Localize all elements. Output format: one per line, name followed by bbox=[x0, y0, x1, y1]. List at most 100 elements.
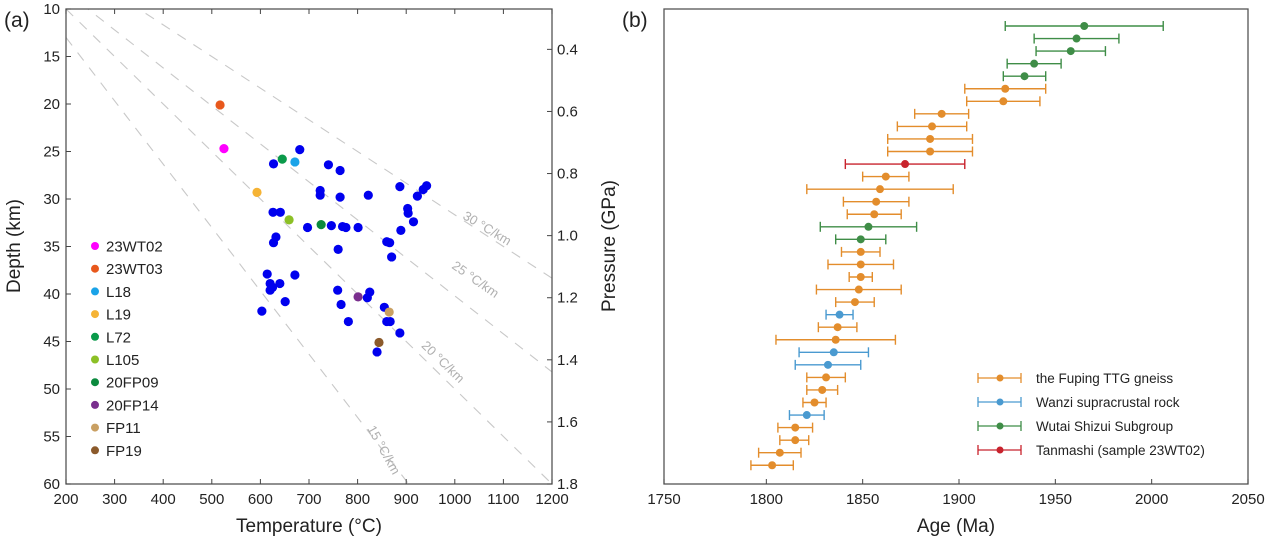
y2-tick-label: 1.2 bbox=[557, 290, 578, 307]
age-point bbox=[856, 273, 865, 281]
y2-tick-label: 0.6 bbox=[557, 103, 578, 120]
errorbar-row bbox=[1002, 71, 1047, 82]
errorbar-row bbox=[802, 397, 827, 408]
legend-label: FP11 bbox=[106, 420, 141, 437]
geotherm-labels: 15 °C/km 20 °C/km 25 °C/km 30 °C/km bbox=[364, 208, 514, 477]
errorbar-row bbox=[966, 96, 1041, 107]
legend-label: 23WT03 bbox=[106, 261, 163, 278]
x-tick-label: 1100 bbox=[487, 491, 519, 508]
age-point bbox=[822, 373, 831, 382]
data-point-other-samples bbox=[268, 238, 279, 248]
x-tick-label: 900 bbox=[394, 491, 419, 508]
y2-tick-label: 1.8 bbox=[557, 476, 578, 493]
y2-tick-label: 0.8 bbox=[557, 166, 578, 183]
data-point-other-samples bbox=[257, 306, 267, 316]
data-point-l105 bbox=[284, 215, 294, 225]
y2-tick-label: 1.6 bbox=[557, 414, 578, 431]
errorbar-row bbox=[861, 171, 910, 182]
age-point bbox=[791, 436, 800, 445]
data-point-other-samples bbox=[395, 328, 405, 338]
errorbar-row bbox=[834, 297, 875, 308]
age-point bbox=[856, 247, 865, 256]
x-tick-label: 1000 bbox=[438, 491, 471, 508]
data-point-other-samples bbox=[395, 182, 405, 192]
y2-tick-label: 1.4 bbox=[557, 352, 578, 369]
data-point-other-samples bbox=[275, 278, 285, 289]
x-tick-label: 1900 bbox=[942, 491, 975, 508]
errorbar-row bbox=[848, 272, 873, 282]
legend-b: the Fuping TTG gneiss Wanzi supracrustal … bbox=[977, 371, 1205, 458]
errorbar-row bbox=[794, 359, 862, 370]
age-point bbox=[831, 335, 840, 344]
data-point-other-samples bbox=[265, 285, 275, 295]
plot-frame-b bbox=[663, 8, 1249, 485]
x-tick-label: 2000 bbox=[1135, 491, 1168, 508]
legend-label: Wanzi supracrustal rock bbox=[1036, 395, 1180, 410]
x-tick-label: 500 bbox=[199, 491, 224, 508]
data-point-other-samples bbox=[353, 222, 363, 233]
x-axis-ticks-b: 1750 1800 1850 1900 1950 2000 2050 bbox=[647, 479, 1265, 508]
age-point bbox=[810, 398, 819, 407]
x-tick-label: 2050 bbox=[1231, 491, 1264, 508]
geotherm-line-25 bbox=[86, 9, 552, 373]
age-point bbox=[856, 235, 865, 244]
x-tick-label: 700 bbox=[296, 491, 321, 508]
errorbar-row bbox=[840, 246, 881, 257]
age-point bbox=[791, 423, 800, 432]
age-point bbox=[1066, 47, 1075, 56]
errorbar-row bbox=[806, 184, 954, 195]
data-point-other-samples bbox=[362, 293, 372, 303]
age-point bbox=[775, 448, 784, 457]
age-point bbox=[833, 323, 842, 332]
x-axis-ticks-a: 200 300 400 500 600 700 800 900 1000 1100 1200 bbox=[53, 9, 569, 508]
data-point-other-samples bbox=[336, 299, 346, 310]
errorbar-row bbox=[806, 372, 847, 383]
data-point-20fp09 bbox=[316, 220, 326, 230]
legend-label: Tanmashi (sample 23WT02) bbox=[1036, 443, 1205, 458]
x-tick-label: 200 bbox=[53, 491, 78, 508]
data-point-other-samples bbox=[262, 269, 272, 279]
data-point-other-samples bbox=[268, 207, 278, 217]
y-tick-label: 35 bbox=[43, 239, 60, 256]
errorbar-row bbox=[834, 234, 887, 245]
data-point-other-samples bbox=[363, 190, 373, 200]
x-tick-label: 300 bbox=[102, 491, 127, 508]
age-point bbox=[856, 260, 865, 269]
errorbar-row bbox=[819, 221, 918, 232]
age-point bbox=[1080, 22, 1089, 30]
errorbar-row bbox=[825, 309, 854, 320]
data-point-other-samples bbox=[385, 238, 395, 248]
data-point-other-samples bbox=[315, 190, 325, 200]
age-point bbox=[926, 147, 935, 156]
geotherm-lines bbox=[66, 9, 552, 484]
data-point-l72 bbox=[277, 154, 287, 164]
age-point bbox=[818, 385, 827, 394]
data-point-other-samples bbox=[290, 270, 300, 280]
data-point-23wt03 bbox=[215, 100, 225, 110]
age-point bbox=[876, 185, 885, 194]
errorbar-row bbox=[842, 196, 910, 207]
errorbar-row bbox=[779, 435, 810, 446]
data-point-other-samples bbox=[341, 222, 351, 233]
data-point-20fp14 bbox=[353, 292, 363, 302]
data-point-other-samples bbox=[372, 347, 382, 357]
legend-a: 23WT02 23WT03 L18 L19 L72 L105 20FP09 20FP14 FP1… bbox=[91, 239, 163, 460]
geotherm-label-15: 15 °C/km bbox=[364, 423, 403, 477]
errorbar-row bbox=[846, 209, 902, 220]
x-tick-label: 800 bbox=[345, 491, 370, 508]
data-point-other-samples bbox=[343, 316, 353, 327]
data-point-fp19 bbox=[374, 337, 384, 348]
errorbar-row bbox=[788, 410, 825, 421]
legend-label: 20FP14 bbox=[106, 397, 159, 414]
legend-label: L18 bbox=[106, 284, 131, 301]
panel-label-b: (b) bbox=[622, 9, 648, 32]
data-point-other-samples bbox=[333, 244, 343, 254]
age-point bbox=[937, 109, 946, 118]
errorbar-row bbox=[827, 259, 895, 270]
legend-marker bbox=[996, 422, 1004, 430]
age-point bbox=[835, 310, 844, 319]
data-point-other-samples bbox=[387, 252, 397, 262]
data-point-other-samples bbox=[335, 165, 345, 176]
errorbar-row bbox=[896, 121, 968, 132]
